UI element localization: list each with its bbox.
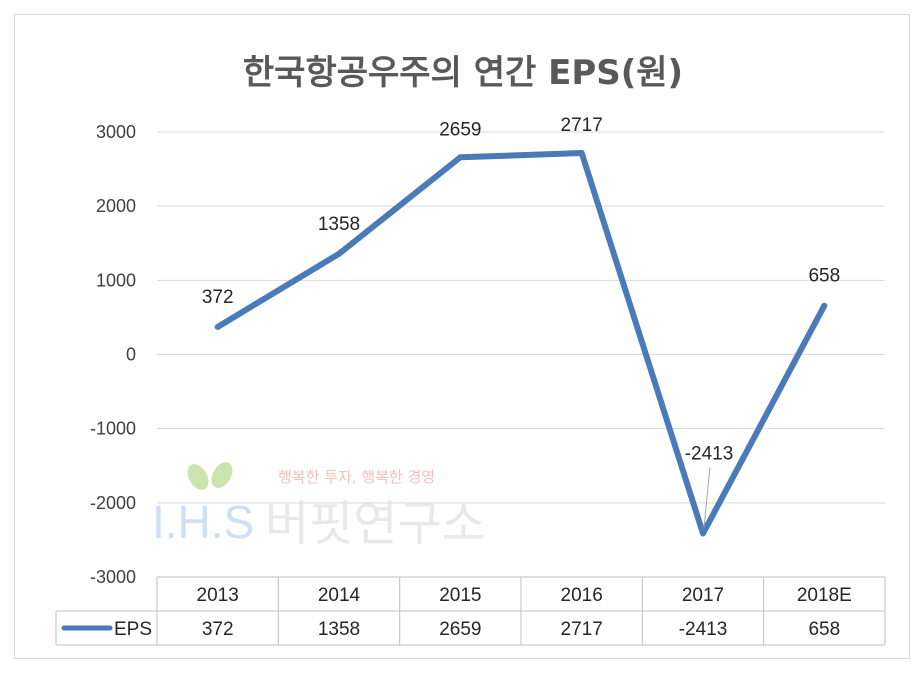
x-category-label: 2017 — [682, 585, 724, 606]
data-label: 658 — [808, 266, 840, 287]
data-label: -2413 — [685, 443, 734, 464]
watermark-brand-latin: I.H.S — [152, 496, 254, 548]
y-tick-label: -2000 — [90, 493, 136, 513]
chart-frame — [14, 14, 910, 659]
y-tick-label: 1000 — [96, 270, 136, 290]
data-label: 1358 — [318, 214, 360, 235]
y-axis: 3000 2000 1000 0 -1000 -2000 -3000 — [90, 122, 136, 587]
label-leader-line — [703, 467, 711, 528]
series-eps — [214, 150, 828, 537]
x-category-label: 2015 — [439, 585, 481, 606]
watermark-brand-korean: 버핏연구소 — [265, 496, 486, 552]
table-value-cell: -2413 — [679, 619, 728, 640]
chart-title: 한국항공우주의 연간 EPS(원) — [243, 53, 683, 93]
y-tick-label: 0 — [126, 345, 136, 365]
x-category-label: 2016 — [561, 585, 603, 606]
table-value-cell: 658 — [808, 619, 840, 640]
table-value-cell: 372 — [202, 619, 234, 640]
x-category-label: 2014 — [318, 585, 361, 606]
watermark: 행복한 투자, 행복한 경영 I.H.S 버핏연구소 — [152, 462, 486, 552]
data-labels: 372 1358 2659 2717 -2413 658 — [202, 115, 840, 528]
y-tick-label: 3000 — [96, 122, 136, 142]
series-line-eps — [214, 150, 828, 537]
y-tick-label: 2000 — [96, 196, 136, 216]
y-tick-label: -1000 — [90, 419, 136, 439]
y-tick-label: -3000 — [90, 567, 136, 587]
table-value-cell: 2717 — [561, 619, 603, 640]
x-category-label: 2018E — [797, 585, 852, 606]
legend-label-eps: EPS — [114, 619, 152, 640]
data-table: 2013 2014 2015 2016 2017 2018E 372 1358 2659 2717… — [55, 576, 886, 646]
table-value-cell: 1358 — [318, 619, 360, 640]
x-category-label: 2013 — [197, 585, 239, 606]
table-value-cell: 2659 — [439, 619, 481, 640]
data-label: 372 — [202, 287, 234, 308]
leaf-logo — [187, 462, 233, 490]
data-label: 2659 — [439, 119, 481, 140]
data-label: 2717 — [561, 115, 603, 136]
watermark-slogan: 행복한 투자, 행복한 경영 — [278, 468, 435, 486]
